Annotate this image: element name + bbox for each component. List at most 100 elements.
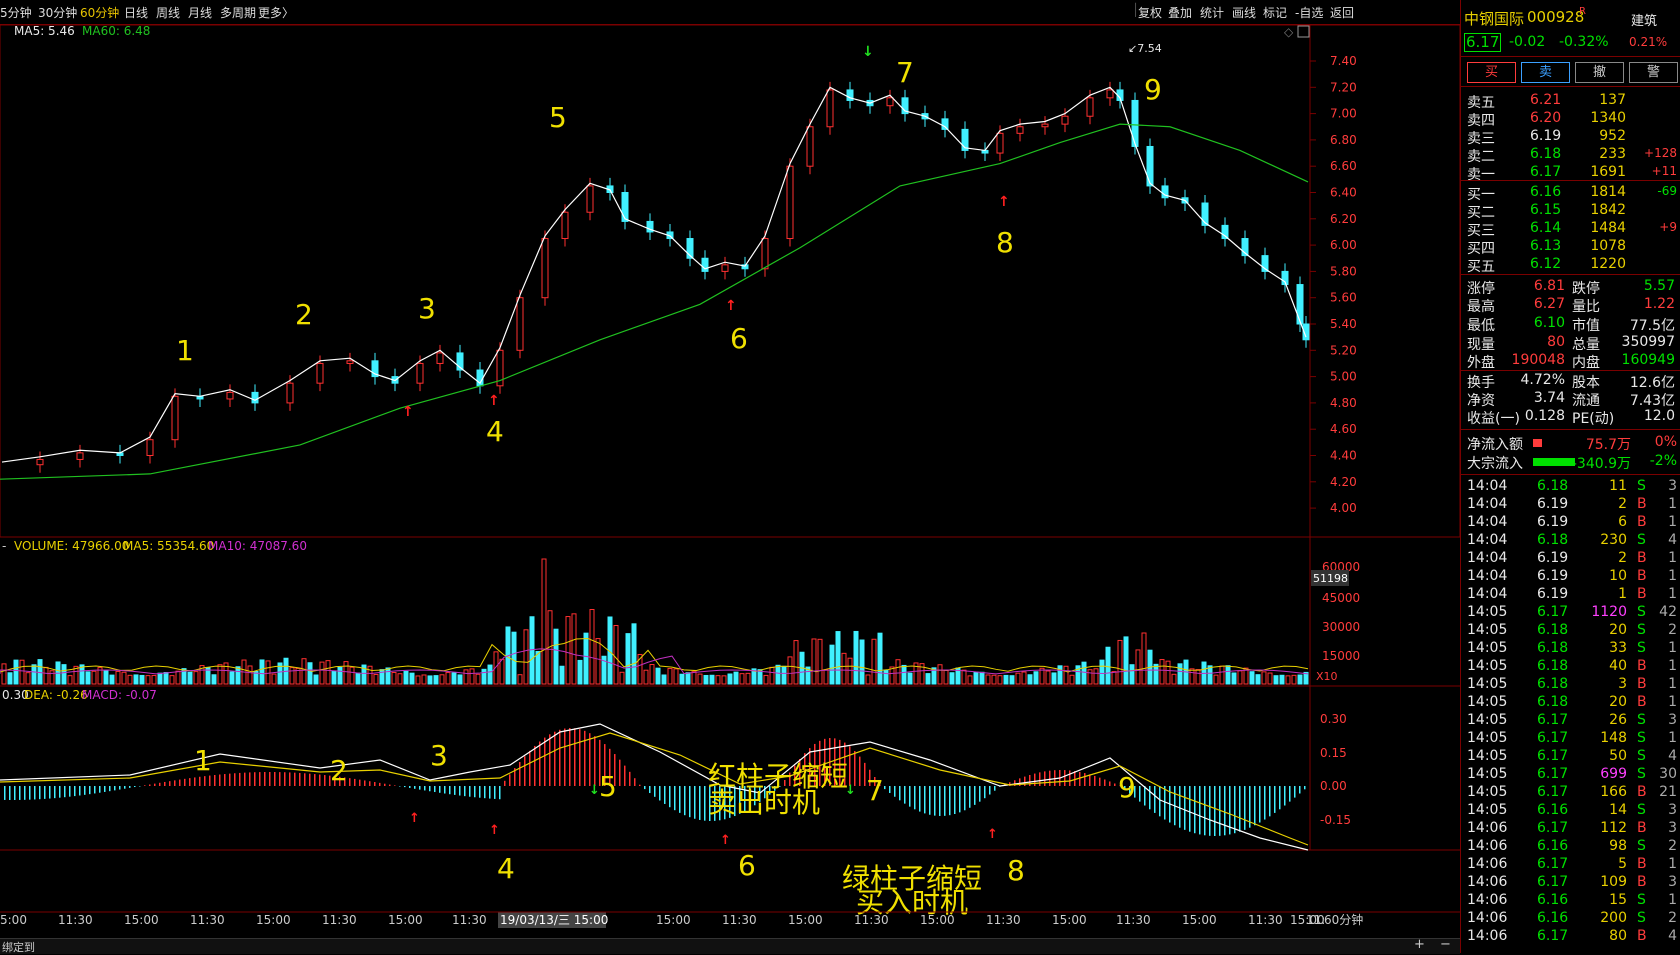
timeframe-tab-5[interactable]: 月线 [188, 6, 213, 20]
ask-price: 6.19 [1530, 128, 1562, 144]
macd-wave-label-9: 9 [1118, 771, 1136, 804]
tool-button-4[interactable]: 标记 [1263, 6, 1288, 20]
flow-bar [1533, 439, 1542, 447]
price-tick-label: 5.20 [1330, 343, 1357, 357]
macd-bar [1144, 786, 1146, 806]
macd-bar [1074, 771, 1076, 786]
sector-label[interactable]: 建筑 [1631, 14, 1658, 29]
candle-body [1201, 202, 1209, 226]
volume-bar [331, 670, 337, 685]
volume-bar [271, 673, 277, 685]
tick-volume: 148 [1600, 730, 1627, 746]
timeframe-tab-4[interactable]: 周线 [156, 6, 181, 20]
volume-bar [31, 664, 37, 685]
macd-bar [849, 746, 851, 786]
macd-bar [514, 768, 516, 786]
volume-bar [793, 640, 799, 685]
buy-arrow-icon: ↑ [402, 404, 414, 420]
volume-bar [445, 672, 451, 685]
macd-bar [464, 786, 466, 797]
macd-bar [254, 772, 256, 786]
macd-bar [564, 728, 566, 786]
macd-bar [529, 750, 531, 786]
timeframe-tab-1[interactable]: 30分钟 [38, 6, 78, 20]
bid-row: 买一 6.16 1814 -69 [1461, 184, 1680, 203]
macd-bar [129, 786, 131, 788]
time-axis-label: 11:30 [452, 913, 487, 927]
timeframe-tab-7[interactable]: 更多〉 [258, 6, 295, 20]
kline-chart-area[interactable]: MA5: 5.46 MA60: 6.48 ◇ 7.40 7.20 7.00 6.80 6.60… [0, 25, 1460, 945]
macd-bar [104, 786, 106, 792]
macd-bar [194, 777, 196, 786]
volume-bar [451, 672, 457, 685]
tool-button-5[interactable]: -自选 [1295, 6, 1324, 20]
trade-button-1[interactable]: 卖 [1521, 62, 1570, 83]
bid-price: 6.15 [1530, 202, 1562, 218]
tick-count: 3 [1668, 802, 1677, 818]
tick-side: B [1637, 514, 1647, 530]
diamond-icon: ◇ [1284, 25, 1294, 39]
macd-bar [1069, 770, 1071, 786]
macd-bar [429, 786, 431, 792]
macd-bar [1019, 778, 1021, 786]
candle-body [371, 360, 379, 378]
bid-change: +9 [1659, 220, 1677, 234]
tool-button-2[interactable]: 统计 [1200, 6, 1225, 20]
price-tick-label: 4.80 [1330, 396, 1357, 410]
volume-bar [253, 671, 259, 685]
bid-row: 买五 6.12 1220 [1461, 256, 1680, 275]
stat-label: 收益(一) [1467, 411, 1520, 427]
tool-button-1[interactable]: 叠加 [1168, 6, 1193, 20]
tool-button-0[interactable]: 复权 [1138, 6, 1163, 20]
macd-bar [904, 786, 906, 804]
macd-bar [579, 729, 581, 786]
tick-volume: 2 [1618, 550, 1627, 566]
volume-bar [877, 632, 883, 685]
macd-bar [504, 780, 506, 786]
volume-bar [805, 666, 811, 685]
timeframe-tab-6[interactable]: 多周期 [220, 6, 257, 20]
trade-button-2[interactable]: 撤 [1575, 62, 1624, 83]
bid-price: 6.13 [1530, 238, 1562, 254]
tick-price: 6.18 [1537, 478, 1569, 494]
trade-button-0[interactable]: 买 [1467, 62, 1516, 83]
stat-value: 6.27 [1533, 296, 1565, 312]
macd-bar [479, 786, 481, 798]
volume-bar [175, 670, 181, 685]
macd-bar [344, 777, 346, 786]
trade-button-3[interactable]: 警 [1629, 62, 1678, 83]
stat-value: 1.22 [1643, 296, 1675, 312]
macd-bar [184, 778, 186, 786]
macd-bar [334, 776, 336, 786]
tick-time: 14:05 [1467, 784, 1508, 800]
stat-row: 收益(一) 0.128 PE(动) 12.0 [1461, 408, 1680, 427]
timeframe-tab-0[interactable]: 5分钟 [0, 6, 32, 20]
tick-count: 2 [1668, 838, 1677, 854]
volume-bar [1045, 670, 1051, 685]
macd-bar [929, 786, 931, 815]
candle-body [1146, 145, 1154, 187]
volume-bar [499, 658, 505, 685]
volume-bar [763, 674, 769, 685]
macd-bar [284, 772, 286, 786]
macd-bar [449, 786, 451, 795]
tool-button-6[interactable]: 返回 [1330, 6, 1355, 20]
ask-label: 卖一 [1467, 167, 1495, 183]
tool-button-3[interactable]: 画线 [1232, 6, 1257, 20]
stat-row: 最低 6.10 市值 77.5亿 [1461, 315, 1680, 334]
stat-label: 内盘 [1572, 355, 1600, 371]
stat-value: 12.0 [1643, 408, 1675, 424]
macd-bar [124, 786, 126, 789]
rate-badge: 0.21% [1629, 35, 1668, 49]
stat-value: 350997 [1621, 334, 1675, 350]
timeframe-tab-2[interactable]: 60分钟 [80, 6, 120, 20]
timeframe-tab-3[interactable]: 日线 [124, 6, 149, 20]
zoom-in-button[interactable]: + [1414, 937, 1425, 952]
macd-bar [854, 751, 856, 786]
main-frame [0, 25, 1311, 538]
zoom-out-button[interactable]: − [1440, 937, 1451, 952]
macd-bar [1194, 786, 1196, 834]
volume-bar [721, 675, 727, 685]
macd-bar [639, 784, 641, 786]
macd-bar [39, 786, 41, 800]
